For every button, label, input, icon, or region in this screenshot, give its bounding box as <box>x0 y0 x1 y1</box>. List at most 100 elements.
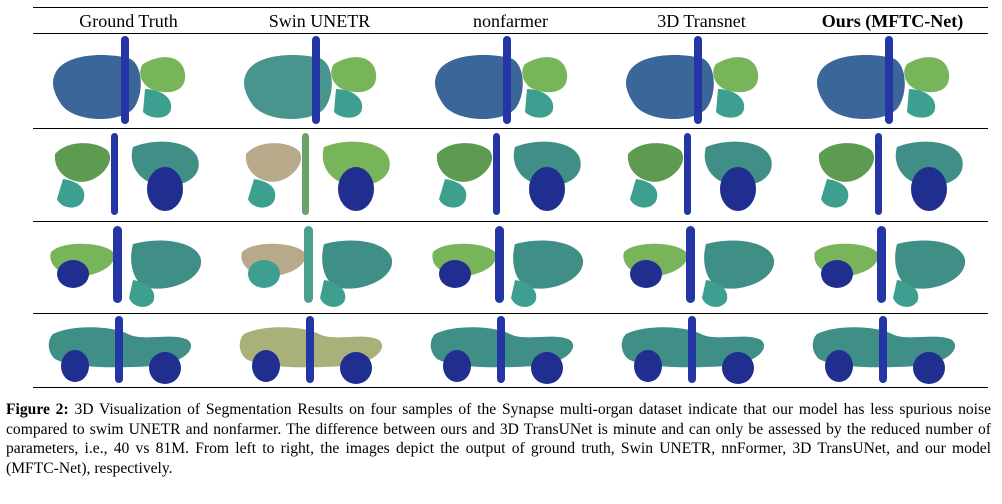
liver-shape <box>244 55 332 120</box>
aorta-shape <box>312 36 320 124</box>
liver-shape <box>895 240 966 289</box>
segmentation-render <box>54 133 199 215</box>
render-cell <box>224 314 415 387</box>
kidney-left-shape <box>252 350 280 382</box>
kidney-right-shape <box>913 352 945 384</box>
liver-shape <box>131 240 202 289</box>
segmentation-render <box>53 36 186 124</box>
segmentation-render <box>812 316 956 384</box>
col-title-3d-transnet: 3D Transnet <box>657 11 746 31</box>
render-cell <box>606 222 797 313</box>
aorta-shape <box>694 36 702 124</box>
segmentation-render <box>818 133 963 215</box>
segmentation-render <box>621 316 765 384</box>
segmentation-render <box>436 133 581 215</box>
stomach-shape <box>522 57 568 93</box>
spleen-shape <box>54 143 111 182</box>
pancreas-shape <box>439 179 467 208</box>
liver-shape <box>435 55 523 120</box>
render-cell <box>797 222 988 313</box>
aorta-shape <box>113 226 122 303</box>
caption-label: Figure 2: <box>6 401 69 418</box>
pancreas-shape <box>57 179 85 208</box>
aorta-shape <box>684 133 691 215</box>
col-title-ours: Ours (MFTC-Net) <box>821 11 964 31</box>
pancreas-shape <box>821 179 849 208</box>
aorta-shape <box>121 36 129 124</box>
aorta-shape <box>503 36 511 124</box>
pancreas-shape <box>129 280 155 307</box>
spleen-shape <box>818 143 875 182</box>
kidney-shape <box>529 167 565 211</box>
render-cell <box>224 222 415 313</box>
stomach-shape <box>904 57 950 93</box>
pancreas-shape <box>320 280 346 307</box>
segmentation-render <box>50 226 202 307</box>
kidney-shape <box>630 260 662 288</box>
render-cell <box>33 222 224 313</box>
sample-row-2 <box>33 129 988 221</box>
liver-shape <box>704 240 775 289</box>
spleen-shape <box>716 89 745 118</box>
render-cell <box>606 34 797 128</box>
col-title-ground-truth: Ground Truth <box>79 11 178 31</box>
sample-row-1 <box>33 34 988 128</box>
kidney-left-shape <box>61 350 89 382</box>
liver-shape <box>322 141 390 186</box>
render-cell <box>797 129 988 221</box>
segmentation-render <box>432 226 584 307</box>
kidney-shape <box>911 167 947 211</box>
aorta-shape <box>115 316 123 383</box>
header-rule <box>33 33 988 34</box>
aorta-shape <box>306 316 314 383</box>
segmentation-render <box>430 316 574 384</box>
render-cell <box>33 314 224 387</box>
kidney-shape <box>821 260 853 288</box>
top-rule <box>33 7 988 8</box>
aorta-shape <box>493 133 500 215</box>
render-cell <box>33 34 224 128</box>
render-cell <box>797 34 988 128</box>
segmentation-render <box>814 226 966 307</box>
liver-shape <box>322 240 393 289</box>
kidney-left-shape <box>443 350 471 382</box>
spleen-shape <box>143 89 172 118</box>
sample-row-4 <box>33 314 988 387</box>
render-cell <box>606 314 797 387</box>
liver-shape <box>53 55 141 120</box>
segmentation-render <box>623 226 775 307</box>
figure-caption: Figure 2: 3D Visualization of Segmentati… <box>6 400 991 478</box>
aorta-shape <box>877 226 886 303</box>
aorta-shape <box>885 36 893 124</box>
kidney-right-shape <box>340 352 372 384</box>
segmentation-render <box>241 226 393 307</box>
kidney-right-shape <box>531 352 563 384</box>
spleen-shape <box>436 143 493 182</box>
liver-shape <box>895 141 963 186</box>
bottom-rule <box>33 387 988 388</box>
segmentation-render <box>626 36 759 124</box>
kidney-shape <box>720 167 756 211</box>
spleen-shape <box>627 143 684 182</box>
spleen-shape <box>245 143 302 182</box>
aorta-shape <box>304 226 313 303</box>
segmentation-render <box>244 36 377 124</box>
spleen-shape <box>334 89 363 118</box>
aorta-shape <box>111 133 118 215</box>
kidney-left-shape <box>634 350 662 382</box>
segmentation-render <box>48 316 192 384</box>
spleen-shape <box>907 89 936 118</box>
liver-shape <box>817 55 905 120</box>
kidney-shape <box>338 167 374 211</box>
liver-shape <box>704 141 772 186</box>
col-title-swin-unetr: Swin UNETR <box>268 11 371 31</box>
kidney-shape <box>439 260 471 288</box>
liver-shape <box>513 240 584 289</box>
kidney-shape <box>248 260 280 288</box>
sample-row-3 <box>33 222 988 313</box>
pancreas-shape <box>248 179 276 208</box>
liver-shape <box>131 141 199 186</box>
render-cell <box>224 34 415 128</box>
render-cell <box>797 314 988 387</box>
row-rule-2 <box>33 221 988 222</box>
